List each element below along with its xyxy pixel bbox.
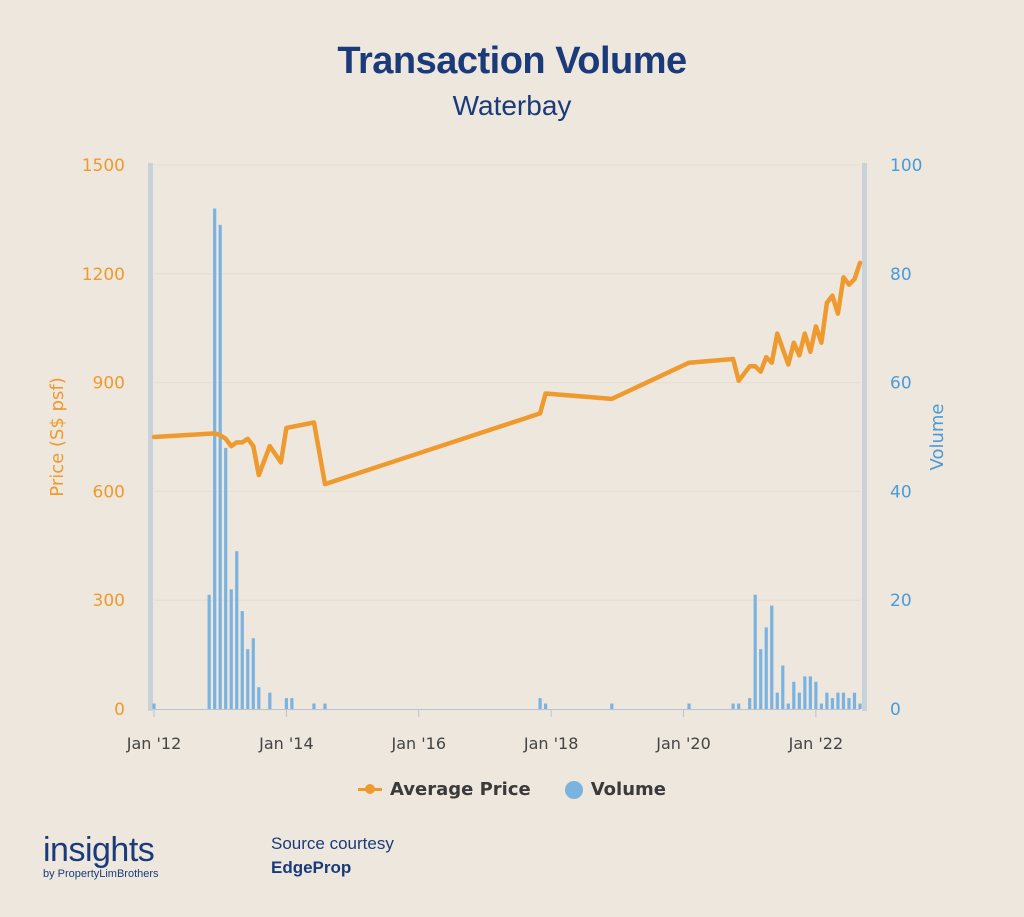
volume-bar — [803, 676, 807, 709]
volume-bar — [284, 698, 288, 709]
x-tick-label: Jan '18 — [523, 734, 579, 753]
volume-bar — [251, 638, 255, 709]
x-tick-label: Jan '20 — [655, 734, 711, 753]
volume-bar — [544, 703, 548, 709]
volume-bar — [764, 627, 768, 709]
circle-marker-icon — [564, 780, 583, 799]
chart-svg: 0 300 600 900 1200 1500 0 20 40 60 80 100 Jan '12 Jan… — [47, 156, 948, 753]
volume-bar — [152, 703, 156, 709]
volume-bar — [759, 649, 763, 709]
y-left-tick-label: 900 — [93, 374, 125, 394]
left-axis-line — [148, 163, 153, 711]
volume-bar — [858, 703, 862, 709]
brand-tagline: by PropertyLimBrothers — [43, 868, 159, 880]
source-credit: Source courtesy EdgeProp — [271, 834, 394, 878]
volume-bar — [819, 703, 823, 709]
volume-bar — [792, 681, 796, 709]
volume-bar — [847, 698, 851, 709]
y-left-tick-label: 600 — [93, 482, 125, 502]
y-right-axis-title: Volume — [927, 404, 948, 471]
brand-logo: insights by PropertyLimBrothers — [43, 832, 159, 880]
y-left-tick-label: 0 — [114, 700, 125, 720]
y-left-tick-label: 1200 — [82, 265, 125, 285]
volume-bar — [213, 208, 217, 709]
volume-bar — [207, 594, 211, 709]
volume-bar — [323, 703, 327, 709]
y-right-tick-label: 60 — [890, 374, 912, 394]
volume-bar — [268, 692, 272, 709]
volume-bar — [748, 698, 752, 709]
y-left-tick-label: 300 — [93, 591, 125, 611]
axis-labels: 0 300 600 900 1200 1500 0 20 40 60 80 100 Jan '12 Jan… — [47, 156, 948, 753]
volume-bar — [797, 692, 801, 709]
axes — [148, 163, 867, 717]
volume-bars — [152, 208, 862, 709]
legend-item-average-price[interactable]: Average Price — [358, 779, 531, 800]
price-line — [151, 260, 863, 487]
line-marker-icon — [358, 784, 382, 794]
source-line1: Source courtesy — [271, 834, 394, 853]
volume-bar — [246, 649, 250, 709]
volume-bar — [610, 703, 614, 709]
volume-bar — [808, 676, 812, 709]
y-right-tick-label: 20 — [890, 591, 912, 611]
volume-bar — [235, 551, 239, 709]
y-right-tick-label: 80 — [890, 265, 912, 285]
volume-bar — [687, 703, 691, 709]
volume-bar — [224, 447, 228, 709]
chart-title: Transaction Volume — [337, 40, 687, 82]
volume-bar — [830, 698, 835, 709]
x-tick-label: Jan '12 — [126, 734, 182, 753]
volume-bar — [753, 594, 757, 709]
y-right-tick-label: 100 — [890, 156, 922, 176]
price-line-group — [151, 260, 863, 487]
gridlines — [154, 164, 860, 601]
volume-bar — [825, 692, 829, 709]
x-tick-label: Jan '22 — [788, 734, 844, 753]
volume-bar — [781, 665, 785, 709]
y-right-tick-label: 0 — [890, 700, 901, 720]
legend-label-price: Average Price — [390, 779, 531, 800]
volume-bar — [770, 605, 774, 709]
volume-bar — [229, 589, 233, 709]
source-line2: EdgeProp — [271, 858, 352, 877]
volume-bar — [538, 698, 542, 709]
legend-label-volume: Volume — [590, 779, 666, 800]
y-left-axis-title: Price (S$ psf) — [47, 377, 68, 496]
volume-bar — [312, 703, 316, 709]
y-left-tick-label: 1500 — [82, 156, 125, 176]
volume-bar — [852, 692, 857, 709]
volume-bar — [737, 703, 741, 709]
brand-name: insights — [43, 831, 155, 869]
x-tick-label: Jan '16 — [390, 734, 446, 753]
right-axis-line — [862, 163, 867, 711]
volume-bar — [775, 692, 779, 709]
legend-item-volume[interactable]: Volume — [564, 779, 666, 800]
x-tick-label: Jan '14 — [258, 734, 314, 753]
volume-bar — [218, 224, 222, 709]
volume-bar — [240, 611, 244, 709]
volume-bar — [814, 681, 818, 709]
legend: Average Price Volume — [0, 779, 1024, 800]
chart-subtitle: Waterbay — [452, 90, 572, 121]
volume-bar — [731, 703, 735, 709]
volume-bar — [257, 687, 261, 709]
volume-bar — [290, 698, 294, 709]
y-right-tick-label: 40 — [890, 482, 912, 502]
volume-bar — [841, 692, 846, 709]
volume-bar — [786, 703, 790, 709]
volume-bar — [836, 692, 840, 709]
